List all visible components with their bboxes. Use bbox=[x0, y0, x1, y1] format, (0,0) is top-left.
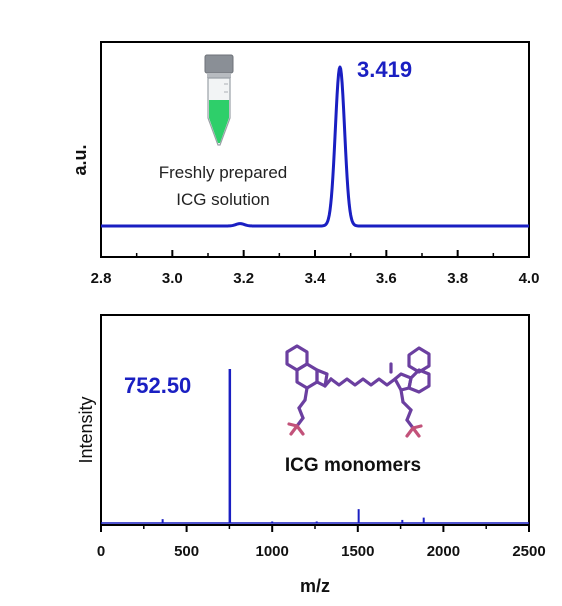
spectrum-x-label: m/z bbox=[300, 576, 330, 596]
spectrum-y-label: Intensity bbox=[76, 396, 96, 463]
spectrum-tick-label: 500 bbox=[174, 543, 199, 560]
spectrum-annotation: ICG monomers bbox=[285, 455, 421, 476]
chromatogram-x-ticks bbox=[100, 250, 530, 257]
chromatogram-peak-label: 3.419 bbox=[357, 57, 412, 82]
chromatogram-tick-label: 3.0 bbox=[162, 270, 183, 287]
spectrum-tick-label: 1000 bbox=[256, 543, 289, 560]
chromatogram-tick-label: 3.6 bbox=[376, 270, 397, 287]
test-tube-icon bbox=[204, 54, 234, 146]
spectrum-tick-label: 0 bbox=[97, 543, 105, 560]
spectrum-tick-label: 2000 bbox=[427, 543, 460, 560]
chromatogram-x-tick-labels: 2.8 3.0 3.2 3.4 3.6 3.8 4.0 bbox=[91, 270, 540, 287]
spectrum-peak-label: 752.50 bbox=[124, 373, 191, 398]
chromatogram-tick-label: 3.4 bbox=[305, 270, 327, 287]
chromatogram-trace bbox=[100, 65, 530, 228]
spectrum-frame bbox=[100, 314, 530, 526]
spectrum-tick-label: 2500 bbox=[512, 543, 545, 560]
chromatogram-tick-label: 3.8 bbox=[447, 270, 468, 287]
chromatogram-annotation-line-2: ICG solution bbox=[176, 190, 270, 209]
spectrum-peaks bbox=[161, 369, 425, 523]
spectrum-x-ticks bbox=[100, 525, 530, 532]
spectrum-tick-label: 1500 bbox=[341, 543, 374, 560]
spectrum-x-tick-labels: 0 500 1000 1500 2000 2500 bbox=[97, 543, 546, 560]
chromatogram-y-label: a.u. bbox=[70, 144, 90, 175]
chromatogram-tick-label: 4.0 bbox=[519, 270, 540, 287]
molecule-structure-icon bbox=[285, 344, 431, 430]
molecule-sulfonate-groups bbox=[287, 422, 423, 438]
chromatogram-tick-label: 3.2 bbox=[233, 270, 254, 287]
chromatogram-annotation-line-1: Freshly prepared bbox=[159, 163, 288, 182]
chromatogram-tick-label: 2.8 bbox=[91, 270, 112, 287]
